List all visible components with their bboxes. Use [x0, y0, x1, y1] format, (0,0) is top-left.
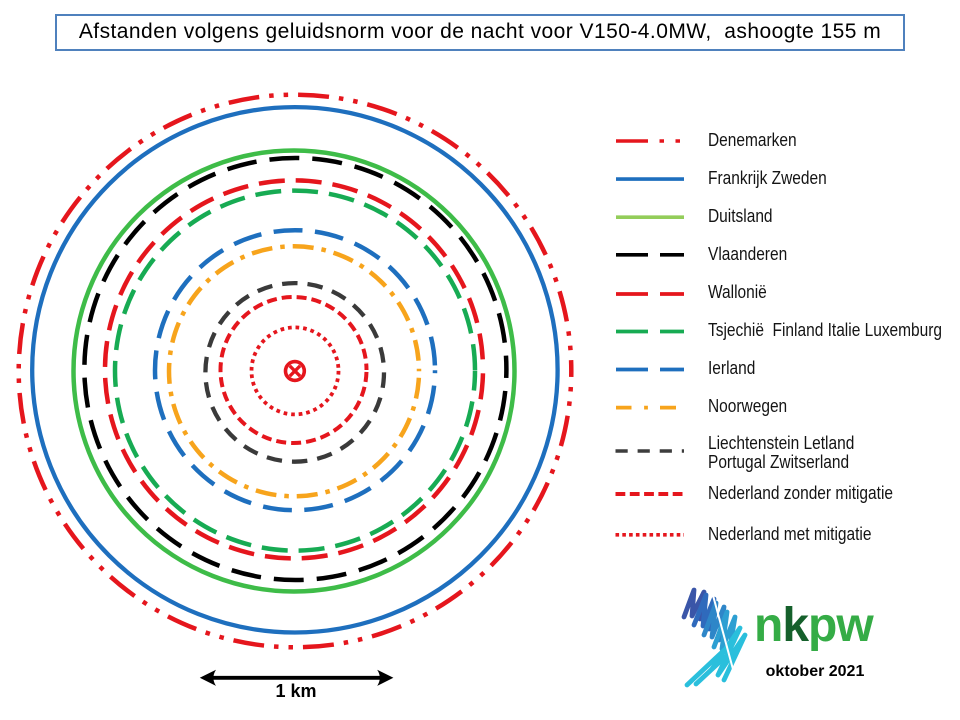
svg-text:nkpw: nkpw: [754, 599, 874, 652]
